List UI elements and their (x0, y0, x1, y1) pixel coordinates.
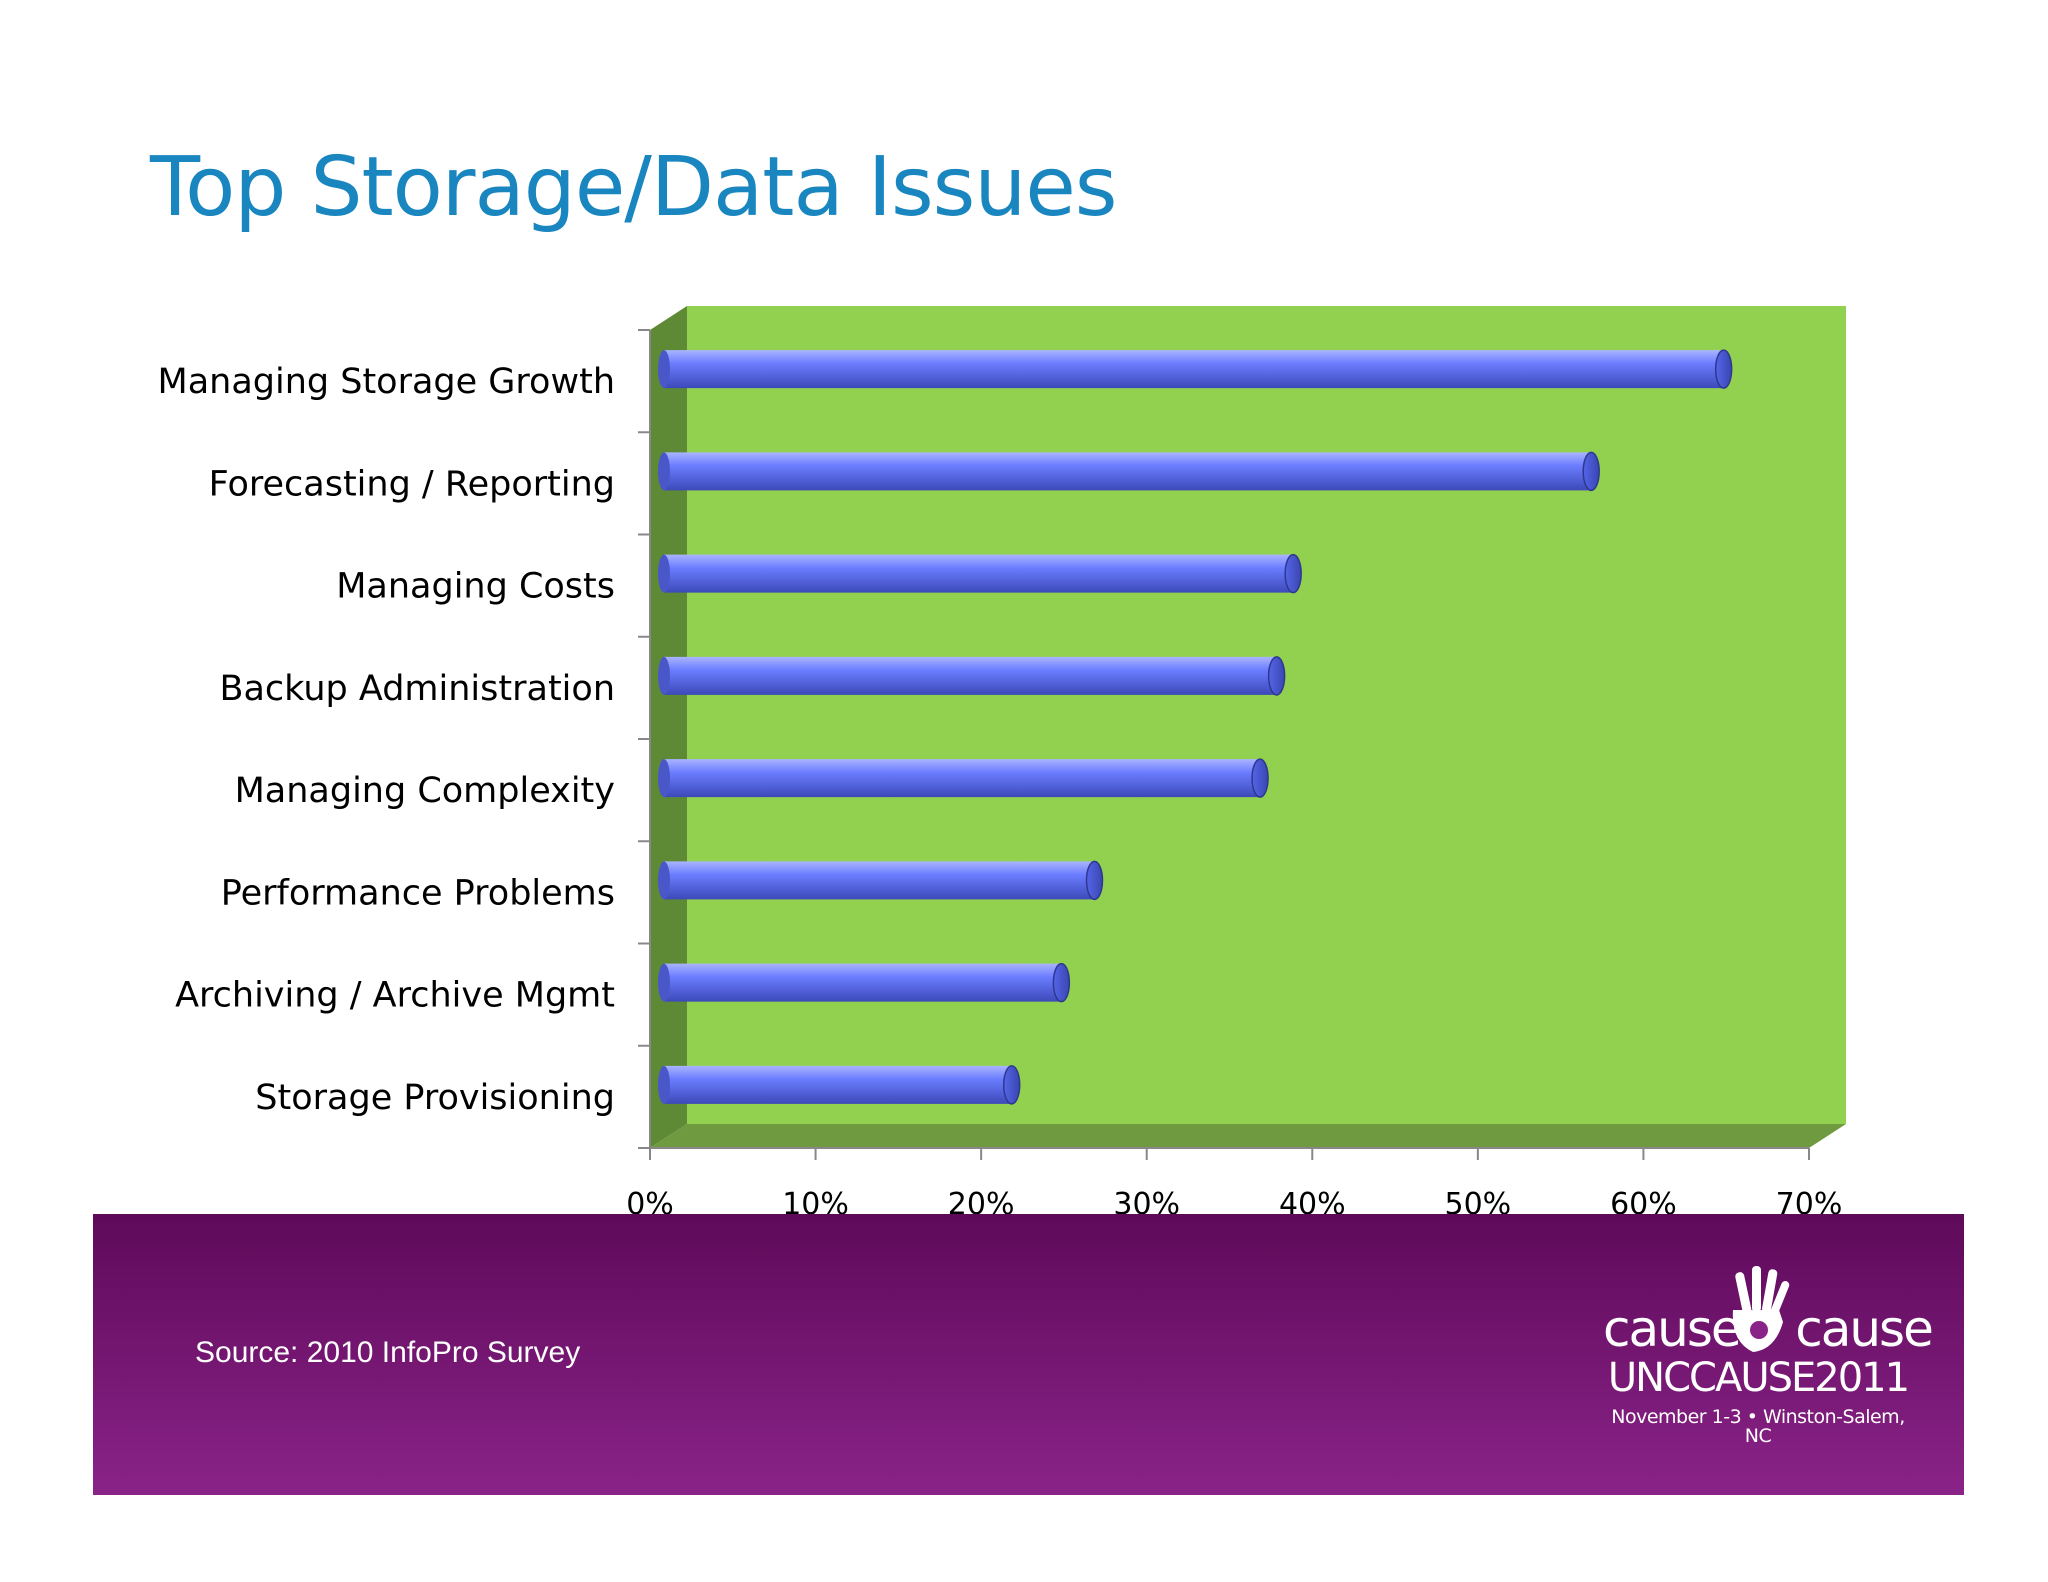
slide-title: Top Storage/Data Issues (150, 140, 1118, 235)
category-label: Archiving / Archive Mgmt (175, 976, 615, 1016)
category-labels: Managing Storage Growth Forecasting / Rep… (158, 362, 616, 1118)
bar (658, 962, 1071, 1003)
category-label: Managing Storage Growth (158, 362, 616, 402)
bar-body (664, 656, 1277, 695)
bar-base-cap (658, 350, 670, 389)
bar-end-cap (1002, 1065, 1021, 1105)
bar (658, 349, 1733, 389)
footer-band: Source: 2010 InfoPro Survey cause cause … (93, 1214, 1964, 1495)
bar-base-cap (658, 759, 670, 798)
bar-end-cap (1267, 656, 1286, 696)
bar-base-cap (658, 963, 670, 1002)
logo-dates: November 1-3 • Winston-Salem, NC (1611, 1406, 1905, 1447)
category-label: Forecasting / Reporting (209, 464, 615, 504)
bar-body (664, 554, 1294, 593)
bar (658, 860, 1104, 901)
bar (658, 451, 1600, 492)
bars-layer (658, 349, 1733, 1105)
category-label: Performance Problems (221, 873, 615, 913)
bar-body (664, 350, 1724, 389)
bar-end-cap (1582, 451, 1600, 492)
category-label: Backup Administration (219, 669, 615, 709)
plot-back-wall (687, 306, 1846, 1124)
bar-end-cap (1284, 553, 1302, 594)
bar-base-cap (658, 452, 670, 491)
logo-event: UNCCAUSE2011 (1607, 1355, 1910, 1401)
conference-logo: cause cause UNCCAUSE2011 November 1-3 • … (1603, 1264, 1934, 1447)
logo-brand: cause cause (1603, 1300, 1934, 1358)
bar-body (664, 963, 1062, 1002)
plot-floor (650, 1124, 1846, 1148)
bar-base-cap (658, 554, 670, 593)
hand-icon (1732, 1266, 1790, 1352)
bar-chart: Managing Storage Growth Forecasting / Rep… (158, 306, 1846, 1222)
bar-base-cap (658, 656, 670, 695)
bar-body (664, 1065, 1012, 1104)
bar-base-cap (658, 861, 670, 900)
bar-body (664, 452, 1592, 491)
bar-end-cap (1085, 860, 1104, 901)
bar-body (664, 861, 1095, 900)
category-label: Managing Costs (336, 567, 615, 607)
bar (658, 1065, 1021, 1105)
bar-body (664, 759, 1261, 798)
bar-base-cap (658, 1065, 670, 1104)
axis-layer (638, 329, 1810, 1160)
plot-side-wall (650, 306, 687, 1148)
bar (658, 656, 1286, 696)
category-label: Managing Complexity (235, 771, 615, 811)
source-note: Source: 2010 InfoPro Survey (195, 1336, 581, 1369)
bar (658, 758, 1269, 798)
category-label: Storage Provisioning (255, 1078, 615, 1118)
plot-area (650, 306, 1846, 1148)
bar-end-cap (1251, 758, 1269, 798)
bar (658, 553, 1302, 594)
bar-end-cap (1714, 349, 1733, 389)
bar-end-cap (1052, 962, 1071, 1003)
